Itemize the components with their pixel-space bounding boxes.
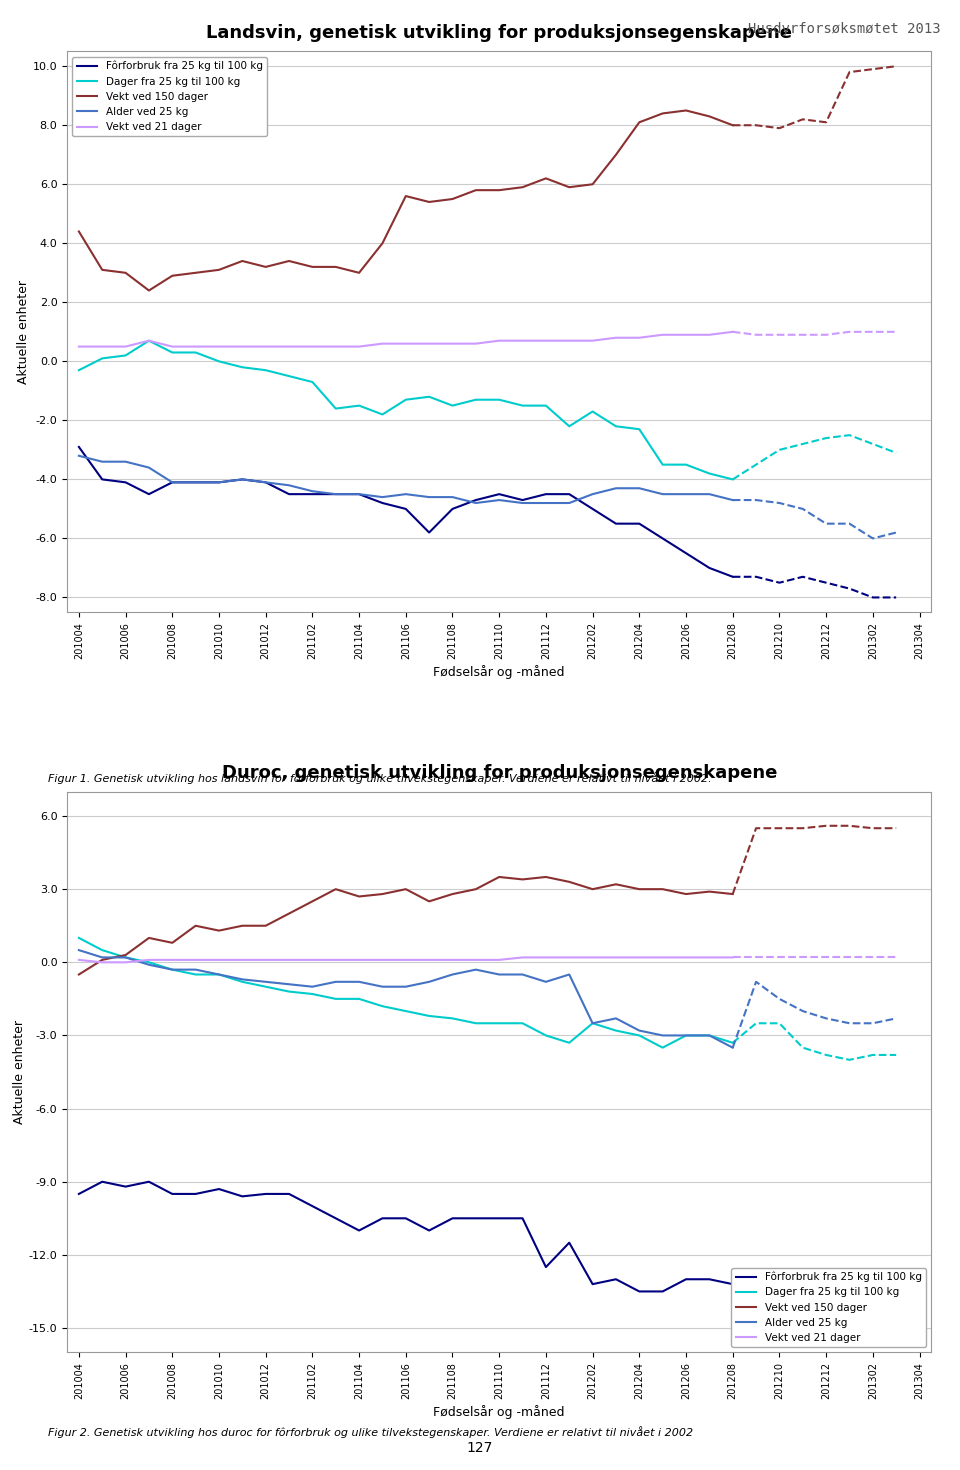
Title: Landsvin, genetisk utvikling for produksjonsegenskapene: Landsvin, genetisk utvikling for produks… — [206, 24, 792, 41]
X-axis label: Fødselsår og -måned: Fødselsår og -måned — [434, 664, 564, 679]
Text: Husdyrforsøksmøtet 2013: Husdyrforsøksmøtet 2013 — [748, 22, 941, 37]
Legend: Fôrforbruk fra 25 kg til 100 kg, Dager fra 25 kg til 100 kg, Vekt ved 150 dager,: Fôrforbruk fra 25 kg til 100 kg, Dager f… — [72, 57, 267, 137]
Legend: Fôrforbruk fra 25 kg til 100 kg, Dager fra 25 kg til 100 kg, Vekt ved 150 dager,: Fôrforbruk fra 25 kg til 100 kg, Dager f… — [732, 1267, 926, 1347]
Text: Figur 2. Genetisk utvikling hos duroc for fôrforbruk og ulike tilvekstegenskaper: Figur 2. Genetisk utvikling hos duroc fo… — [48, 1426, 693, 1438]
X-axis label: Fødselsår og -måned: Fødselsår og -måned — [434, 1405, 564, 1419]
Y-axis label: Aktuelle enheter: Aktuelle enheter — [12, 1020, 26, 1125]
Text: 127: 127 — [467, 1441, 493, 1455]
Y-axis label: Aktuelle enheter: Aktuelle enheter — [17, 279, 30, 384]
Text: Figur 1. Genetisk utvikling hos landsvin for fôrforbruk og ulike tilvekstegenska: Figur 1. Genetisk utvikling hos landsvin… — [48, 772, 711, 784]
Title: Duroc, genetisk utvikling for produksjonsegenskapene: Duroc, genetisk utvikling for produksjon… — [222, 764, 777, 782]
